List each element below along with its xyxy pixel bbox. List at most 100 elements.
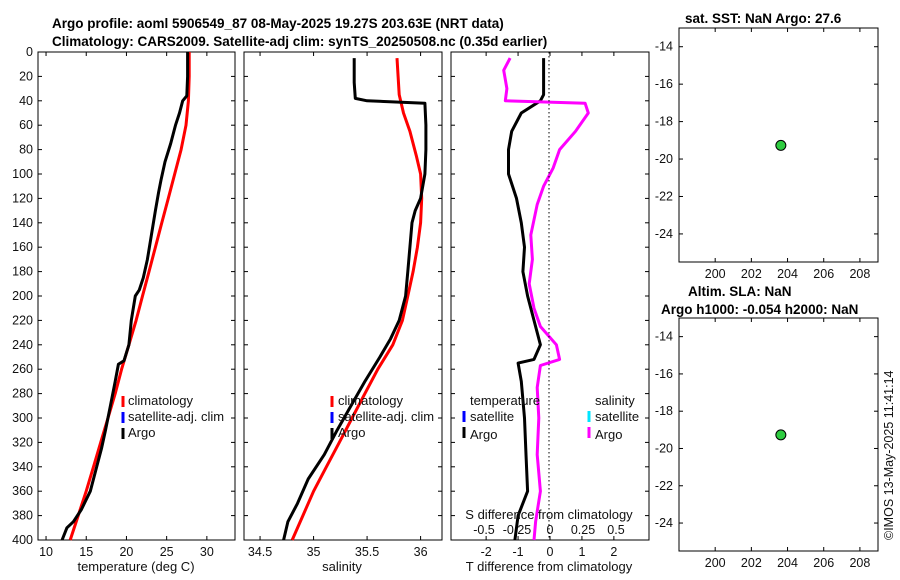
sla-map-content: 200 202 204 206 208 -14 -16 -18 -20 -22 -24: [655, 318, 878, 570]
latitude-tick-label: -14: [655, 40, 673, 54]
salinity-series: [282, 58, 428, 541]
argo-profile-line: [282, 58, 428, 541]
sla-map-panel: [678, 317, 879, 552]
depth-tick-label: 20: [19, 69, 33, 83]
climatology-profile-line: [290, 58, 424, 541]
legend-salinity-heading: salinity: [595, 393, 635, 408]
depth-tick-label: 140: [12, 216, 33, 230]
latitude-tick-label: -14: [655, 330, 673, 344]
t-difference-axis-label: T difference from climatology: [466, 559, 633, 574]
x-tick-label: 15: [79, 545, 93, 559]
x-tick-label: 0: [547, 545, 554, 559]
sst-title: sat. SST: NaN Argo: 27.6: [685, 11, 842, 26]
depth-tick-label: 320: [12, 435, 33, 449]
depth-tick-label: 280: [12, 387, 33, 401]
longitude-tick-label: 202: [741, 556, 762, 570]
longitude-tick-label: 204: [777, 267, 798, 281]
latitude-tick-label: -22: [655, 189, 673, 203]
latitude-tick-label: -24: [655, 516, 673, 530]
legend-satellite-label: satellite-adj. clim: [338, 409, 434, 424]
legend-temp-satellite-label: satellite: [470, 409, 514, 424]
legend-satellite-label: satellite-adj. clim: [128, 409, 224, 424]
difference-legend: temperature satellite Argo salinity sate…: [462, 393, 639, 442]
depth-tick-label: 120: [12, 191, 33, 205]
profile-title: Argo profile: aoml 5906549_87 08-May-202…: [52, 16, 504, 31]
argo-profile-line: [60, 52, 190, 541]
legend-argo-label: Argo: [128, 425, 155, 440]
legend-sal-argo-label: Argo: [595, 427, 622, 442]
salinity-axis-label: salinity: [322, 559, 362, 574]
depth-tick-label: 200: [12, 289, 33, 303]
argo-location-marker: [775, 139, 787, 151]
longitude-tick-label: 206: [813, 267, 834, 281]
difference-series: [502, 57, 590, 541]
sst-map-panel: [678, 27, 879, 263]
depth-tick-label: 260: [12, 362, 33, 376]
depth-tick-label: 220: [12, 313, 33, 327]
legend-argo-label: Argo: [338, 425, 365, 440]
longitude-tick-label: 206: [813, 556, 834, 570]
latitude-tick-label: -20: [655, 152, 673, 166]
x-tick-label: 1: [578, 545, 585, 559]
x-tick-label: 35: [307, 545, 321, 559]
depth-tick-label: 240: [12, 338, 33, 352]
latitude-tick-label: -18: [655, 404, 673, 418]
x-tick-label: -1: [513, 545, 524, 559]
depth-tick-label: 180: [12, 265, 33, 279]
argo-salinity-profile-line: [502, 57, 590, 541]
longitude-tick-label: 200: [705, 556, 726, 570]
depth-tick-label: 160: [12, 240, 33, 254]
climatology-profile-line: [68, 52, 191, 541]
depth-tick-label: 400: [12, 533, 33, 547]
longitude-tick-label: 208: [849, 267, 870, 281]
longitude-tick-label: 208: [849, 556, 870, 570]
temperature-legend: climatology satellite-adj. clim Argo: [121, 393, 224, 440]
temperature-ticks: 0 20 40 60 80 100 120 140 160 180 200 220 240 260 280 3…: [12, 45, 235, 559]
sst-map-content: 200 202 204 206 208 -14 -16 -18 -20 -22 -24: [655, 28, 878, 281]
s-difference-tick-label: 0.25: [571, 523, 595, 537]
longitude-tick-label: 200: [705, 267, 726, 281]
x-tick-label: -2: [481, 545, 492, 559]
height-title: Argo h1000: -0.054 h2000: NaN: [661, 302, 858, 317]
x-tick-label: 30: [200, 545, 214, 559]
sla-title: Altim. SLA: NaN: [688, 284, 792, 299]
legend-sal-satellite-label: satellite: [595, 409, 639, 424]
salinity-ticks: 34.5 35 35.5 36: [244, 51, 442, 559]
s-difference-tick-label: 0: [547, 523, 554, 537]
depth-tick-label: 100: [12, 167, 33, 181]
climatology-title: Climatology: CARS2009. Satellite-adj cli…: [52, 34, 547, 49]
s-difference-tick-label: 0.5: [607, 523, 624, 537]
s-difference-axis-label: S difference from climatology: [465, 507, 633, 522]
longitude-tick-label: 202: [741, 267, 762, 281]
depth-tick-label: 80: [19, 143, 33, 157]
salinity-legend: climatology satellite-adj. clim Argo: [330, 393, 434, 440]
s-difference-tick-label: -0.5: [473, 523, 495, 537]
depth-tick-label: 300: [12, 411, 33, 425]
latitude-tick-label: -16: [655, 77, 673, 91]
depth-tick-label: 40: [19, 94, 33, 108]
latitude-tick-label: -18: [655, 115, 673, 129]
latitude-tick-label: -22: [655, 479, 673, 493]
argo-location-marker: [775, 429, 787, 441]
longitude-tick-label: 204: [777, 556, 798, 570]
depth-tick-label: 0: [26, 45, 33, 59]
imos-timestamp: ©IMOS 13-May-2025 11:41:14: [882, 370, 896, 540]
latitude-tick-label: -24: [655, 227, 673, 241]
difference-panel: [450, 51, 650, 541]
temperature-series: [60, 52, 191, 541]
argo-temperature-profile-line: [507, 58, 546, 541]
latitude-tick-label: -16: [655, 367, 673, 381]
x-tick-label: 20: [119, 545, 133, 559]
x-tick-label: 10: [39, 545, 53, 559]
depth-tick-label: 380: [12, 509, 33, 523]
legend-temperature-heading: temperature: [470, 393, 540, 408]
legend-climatology-label: climatology: [338, 393, 404, 408]
depth-tick-label: 340: [12, 460, 33, 474]
depth-tick-label: 360: [12, 484, 33, 498]
x-tick-label: 34.5: [248, 545, 272, 559]
x-tick-label: 25: [160, 545, 174, 559]
legend-climatology-label: climatology: [128, 393, 194, 408]
salinity-panel: [243, 51, 443, 541]
temperature-axis-label: temperature (deg C): [77, 559, 194, 574]
